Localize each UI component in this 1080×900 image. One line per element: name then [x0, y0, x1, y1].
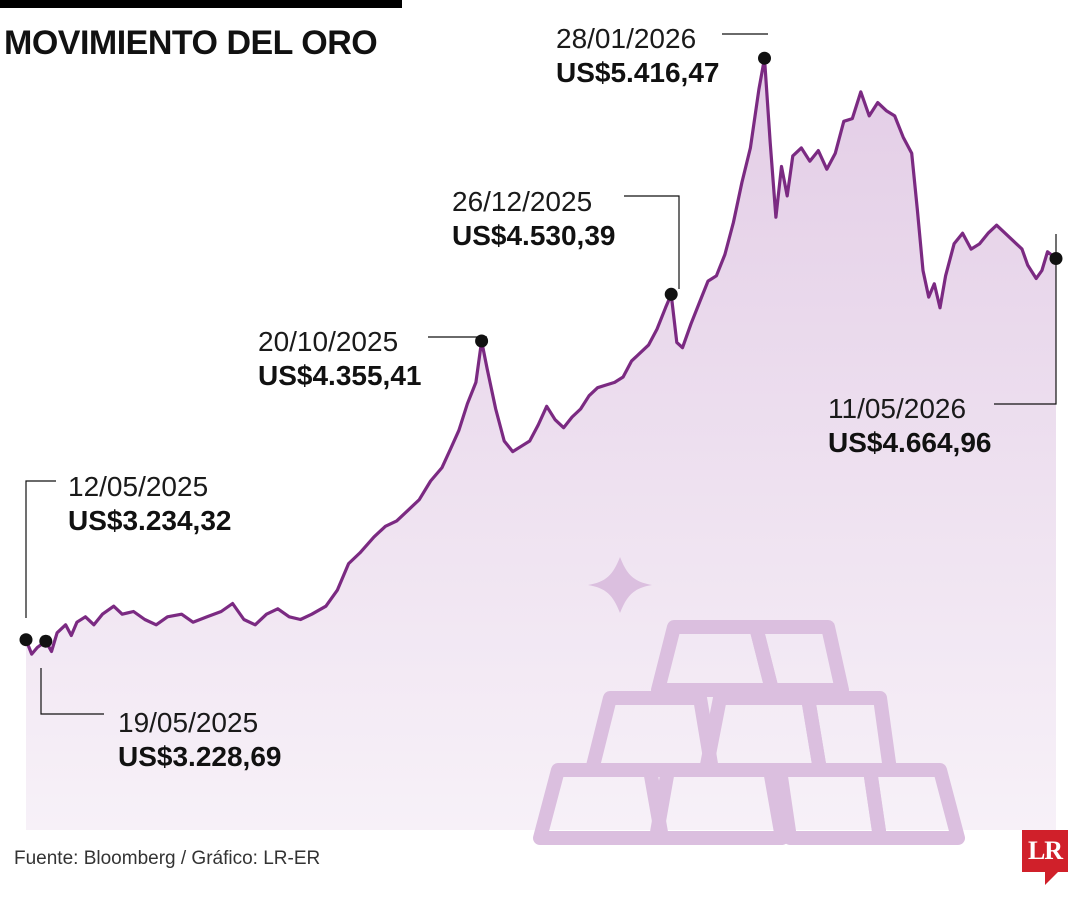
annotation-date-11-05-2026: 11/05/2026	[828, 393, 966, 424]
lr-logo: LR	[1022, 830, 1068, 872]
annotation-date-20-10-2025: 20/10/2025	[258, 326, 398, 357]
leader-line-26-12-2025	[624, 195, 680, 289]
top-rule	[0, 0, 402, 8]
leader-line-19-05-2025	[40, 668, 104, 715]
annotation-value-28-01-2026: US$5.416,47	[556, 57, 719, 88]
annotation-date-26-12-2025: 26/12/2025	[452, 186, 592, 217]
point-11-05-2026	[1049, 252, 1063, 265]
source-note: Fuente: Bloomberg / Gráfico: LR-ER	[14, 848, 321, 869]
chart-title: MOVIMIENTO DEL ORO	[4, 24, 378, 62]
annotation-value-20-10-2025: US$4.355,41	[258, 360, 421, 391]
lr-logo-tail	[1045, 871, 1059, 885]
annotation-date-19-05-2025: 19/05/2025	[118, 707, 258, 738]
point-12-05-2025	[19, 633, 33, 647]
annotation-date-12-05-2025: 12/05/2025	[68, 471, 208, 502]
annotation-date-28-01-2026: 28/01/2026	[556, 23, 696, 54]
point-28-01-2026	[758, 51, 771, 65]
leader-line-12-05-2025	[25, 480, 56, 618]
annotation-value-19-05-2025: US$3.228,69	[118, 741, 281, 772]
gold-bars-icon	[533, 557, 965, 845]
annotation-value-12-05-2025: US$3.234,32	[68, 505, 231, 536]
annotation-value-26-12-2025: US$4.530,39	[452, 220, 615, 251]
point-26-12-2025	[664, 287, 678, 301]
leader-line-11-05-2026	[994, 234, 1057, 405]
point-20-10-2025	[475, 334, 489, 348]
price-line	[24, 56, 1058, 656]
annotation-value-11-05-2026: US$4.664,96	[828, 427, 991, 458]
point-19-05-2025	[39, 634, 53, 648]
area-fill	[26, 58, 1056, 830]
